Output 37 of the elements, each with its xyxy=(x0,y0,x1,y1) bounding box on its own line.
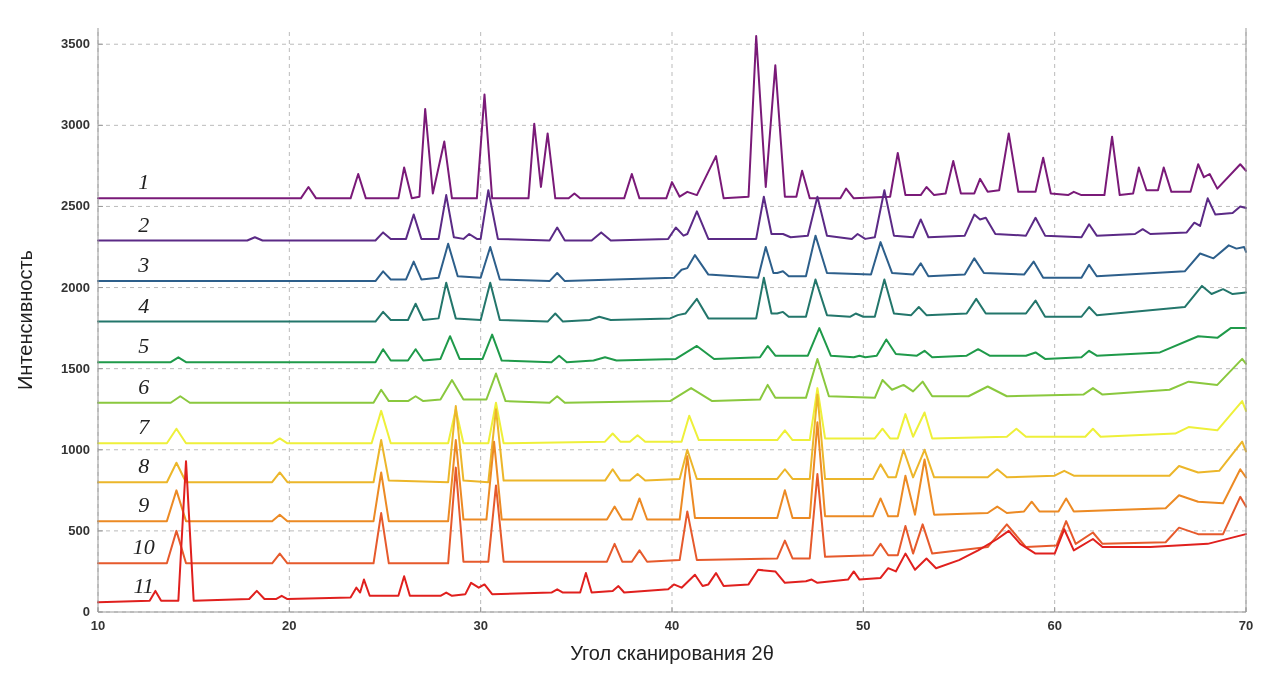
x-tick-label: 10 xyxy=(90,618,106,633)
x-tick-label: 20 xyxy=(282,618,297,633)
x-tick-label: 50 xyxy=(856,618,871,633)
x-tick-label: 40 xyxy=(664,618,680,633)
series-label: 2 xyxy=(138,211,150,237)
line-series xyxy=(97,327,1247,364)
y-tick-label: 1500 xyxy=(61,360,90,376)
line-series xyxy=(97,421,1247,523)
series-label: 5 xyxy=(138,333,150,359)
x-tick-label: 60 xyxy=(1047,618,1062,633)
line-series xyxy=(97,234,1247,283)
series-label: 8 xyxy=(138,453,150,479)
y-axis-title: Интенсивность xyxy=(14,249,36,391)
x-axis-title: Угол сканирования 2θ xyxy=(570,642,774,664)
series-label: 9 xyxy=(138,492,150,518)
line-series xyxy=(97,189,1247,242)
y-tick-label: 3000 xyxy=(61,117,90,133)
series-label: 11 xyxy=(133,573,154,599)
series-label: 4 xyxy=(138,292,150,318)
y-tick-label: 0 xyxy=(82,604,90,619)
series-label: 6 xyxy=(138,373,150,399)
line-series xyxy=(97,35,1247,200)
y-tick-label: 500 xyxy=(68,522,90,538)
y-tick-label: 2500 xyxy=(61,198,90,214)
y-tick-label: 2000 xyxy=(61,279,90,295)
line-series xyxy=(97,357,1247,404)
series-label: 3 xyxy=(137,252,150,278)
y-tick-label: 3500 xyxy=(61,36,90,52)
line-series xyxy=(97,276,1247,323)
y-tick-label: 1000 xyxy=(61,441,90,457)
series-label: 10 xyxy=(132,534,155,560)
line-series xyxy=(97,460,1247,604)
series-label: 7 xyxy=(138,414,151,440)
x-tick-label: 70 xyxy=(1238,618,1254,633)
x-tick-label: 30 xyxy=(473,618,488,633)
series-label: 1 xyxy=(138,169,150,195)
line-series xyxy=(97,393,1247,484)
